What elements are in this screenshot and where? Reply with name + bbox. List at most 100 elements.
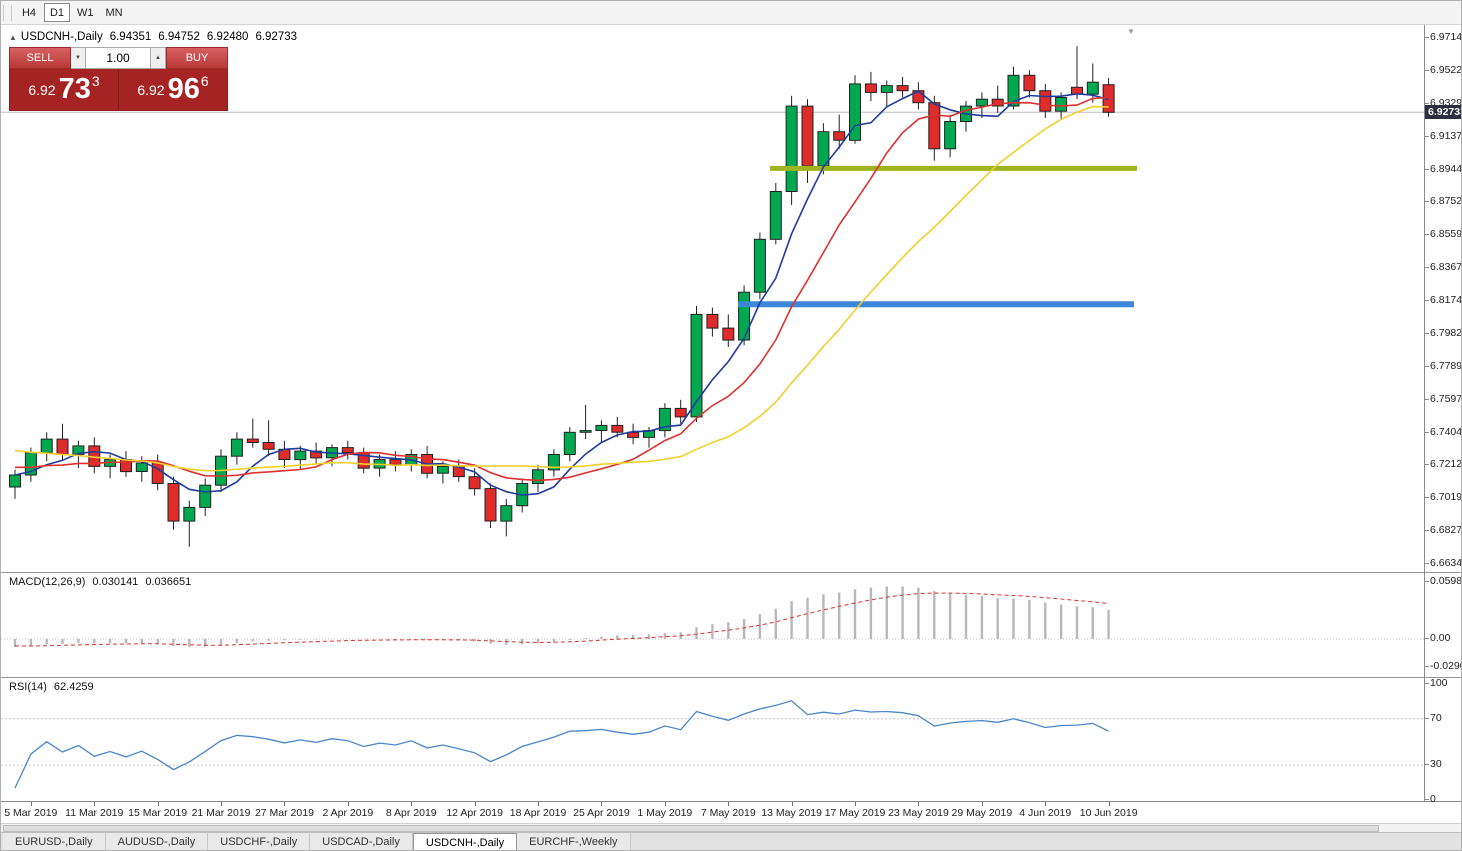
- time-axis-label: 15 Mar 2019: [128, 807, 188, 819]
- chevron-down-icon: ▼: [75, 55, 81, 61]
- price-axis[interactable]: 6.971456.952206.932956.913706.894456.875…: [1424, 25, 1462, 805]
- time-axis[interactable]: 5 Mar 2019 11 Mar 2019 15 Mar 2019 21 Mar 2…: [1, 801, 1461, 823]
- chart-tab-bar: EURUSD-,Daily AUDUSD-,Daily USDCHF-,Daily U…: [1, 832, 1461, 850]
- price-chart-pane[interactable]: ▲ USDCNH-,Daily 6.94351 6.94752 6.92480 6.927…: [1, 25, 1424, 572]
- rsi-indicator-name: RSI(14): [9, 681, 47, 693]
- sell-price-base: 6.92: [28, 81, 56, 98]
- volume-dropdown-button[interactable]: ▼: [71, 47, 86, 69]
- time-axis-tick: [94, 802, 96, 806]
- macd-indicator-name: MACD(12,26,9): [9, 576, 86, 588]
- quote-header: ▲ USDCNH-,Daily 6.94351 6.94752 6.92480 6.927…: [9, 31, 304, 43]
- price-axis-label: 6.81745: [1430, 294, 1462, 306]
- price-axis-label: 6.68270: [1430, 524, 1462, 537]
- macd-histogram: [13, 586, 1110, 648]
- buy-price-pips: 96: [167, 73, 200, 105]
- time-axis-label: 27 Mar 2019: [254, 807, 314, 819]
- time-axis-tick: [664, 802, 666, 806]
- time-axis-label: 8 Apr 2019: [385, 807, 437, 819]
- one-click-controls-row: SELL ▼ ▲ BUY: [9, 47, 228, 69]
- rsi-pane[interactable]: RSI(14) 62.4259: [1, 677, 1424, 801]
- volume-input[interactable]: [86, 47, 151, 69]
- rsi-line: [14, 700, 1109, 789]
- time-axis-tick: [601, 802, 603, 806]
- price-axis-label: 6.95220: [1430, 63, 1462, 76]
- horizontal-scrollbar-track[interactable]: [1, 823, 1461, 832]
- buy-price-display[interactable]: 6.92 96 6: [118, 69, 227, 110]
- price-axis-label: 6.97145: [1430, 31, 1462, 43]
- time-axis-tick: [157, 802, 159, 806]
- chart-tab-usdchf[interactable]: USDCHF-,Daily: [208, 833, 311, 850]
- price-axis-label: 6.87520: [1430, 195, 1462, 208]
- sell-button[interactable]: SELL: [9, 47, 71, 69]
- price-axis-label: 6.70195: [1430, 491, 1462, 504]
- sell-price-pips: 73: [58, 73, 91, 105]
- chart-shift-marker-icon[interactable]: ▼: [1127, 27, 1135, 36]
- time-axis-label: 2 Apr 2019: [322, 807, 374, 819]
- time-axis-tick: [474, 802, 476, 806]
- macd-signal-line: [14, 592, 1109, 647]
- time-axis-label: 17 May 2019: [824, 807, 886, 819]
- price-axis-label: 6.74045: [1430, 425, 1462, 438]
- axis-tick: [1425, 799, 1429, 800]
- chart-tab-usdcnh[interactable]: USDCNH-,Daily: [412, 833, 518, 850]
- time-axis-label: 11 Mar 2019: [65, 807, 124, 819]
- axis-tick: [1425, 563, 1429, 564]
- macd-pane[interactable]: MACD(12,26,9) 0.030141 0.036651: [1, 572, 1424, 677]
- timeframe-button-h4[interactable]: H4: [16, 3, 42, 22]
- timeframe-toolbar: H4 D1 W1 MN: [1, 1, 1461, 25]
- chart-tab-audusd[interactable]: AUDUSD-,Daily: [105, 833, 209, 850]
- toolbar-grip[interactable]: [3, 4, 12, 21]
- timeframe-button-group: H4 D1 W1 MN: [15, 3, 129, 22]
- axis-tick: [1425, 717, 1429, 719]
- macd-axis-label: 0.00: [1430, 632, 1451, 644]
- chart-tab-eurusd[interactable]: EURUSD-,Daily: [3, 833, 106, 850]
- symbol-marker-icon: ▲: [9, 33, 17, 42]
- rsi-label: RSI(14) 62.4259: [9, 681, 101, 693]
- rsi-axis-label: 100: [1430, 677, 1448, 689]
- price-axis-label: 6.91370: [1430, 129, 1462, 142]
- axis-tick: [1425, 683, 1429, 684]
- timeframe-button-w1[interactable]: W1: [72, 3, 99, 22]
- timeframe-button-mn[interactable]: MN: [101, 3, 128, 22]
- time-axis-tick: [1045, 802, 1047, 806]
- buy-button[interactable]: BUY: [166, 47, 228, 69]
- macd-signal-value: 0.036651: [145, 576, 192, 588]
- time-axis-tick: [981, 802, 983, 806]
- axis-tick: [1425, 234, 1429, 236]
- time-axis-label: 21 Mar 2019: [191, 807, 251, 819]
- time-axis-label: 7 May 2019: [700, 807, 756, 819]
- price-axis-label: 6.83670: [1430, 261, 1462, 274]
- price-axis-label: 6.77895: [1430, 359, 1462, 372]
- time-axis-label: 23 May 2019: [888, 807, 949, 819]
- sell-price-display[interactable]: 6.92 73 3: [10, 69, 118, 110]
- axis-tick: [1425, 530, 1429, 532]
- sell-price-point: 3: [91, 72, 100, 89]
- price-axis-label: 6.72120: [1430, 458, 1462, 471]
- timeframe-button-d1[interactable]: D1: [44, 3, 70, 22]
- pane-separator: [1425, 572, 1461, 573]
- macd-label: MACD(12,26,9) 0.030141 0.036651: [9, 576, 198, 588]
- axis-tick: [1425, 464, 1429, 466]
- one-click-trading-panel: SELL ▼ ▲ BUY 6.92 73 3 6.92 96 6: [9, 47, 228, 111]
- time-axis-tick: [918, 802, 920, 806]
- rsi-value: 62.4259: [53, 681, 94, 693]
- time-axis-tick: [855, 802, 857, 806]
- price-axis-label: 6.85595: [1430, 228, 1462, 241]
- time-axis-tick: [30, 802, 32, 806]
- chart-tab-eurchf[interactable]: EURCHF-,Weekly: [517, 833, 631, 850]
- buy-price-base: 6.92: [137, 81, 165, 98]
- axis-tick: [1425, 665, 1429, 667]
- time-axis-label: 25 Apr 2019: [573, 807, 630, 819]
- time-axis-label: 10 Jun 2019: [1079, 807, 1138, 819]
- horizontal-scrollbar-thumb[interactable]: [3, 825, 1379, 832]
- axis-tick: [1425, 201, 1429, 203]
- rsi-svg: [1, 700, 1424, 789]
- time-axis-tick: [538, 802, 540, 806]
- price-axis-label: 6.66345: [1430, 557, 1462, 569]
- ma-5-line: [14, 90, 1109, 496]
- time-axis-tick: [411, 802, 413, 806]
- volume-up-button[interactable]: ▲: [151, 47, 166, 69]
- axis-tick: [1425, 764, 1429, 766]
- chart-tab-usdcad[interactable]: USDCAD-,Daily: [310, 833, 413, 850]
